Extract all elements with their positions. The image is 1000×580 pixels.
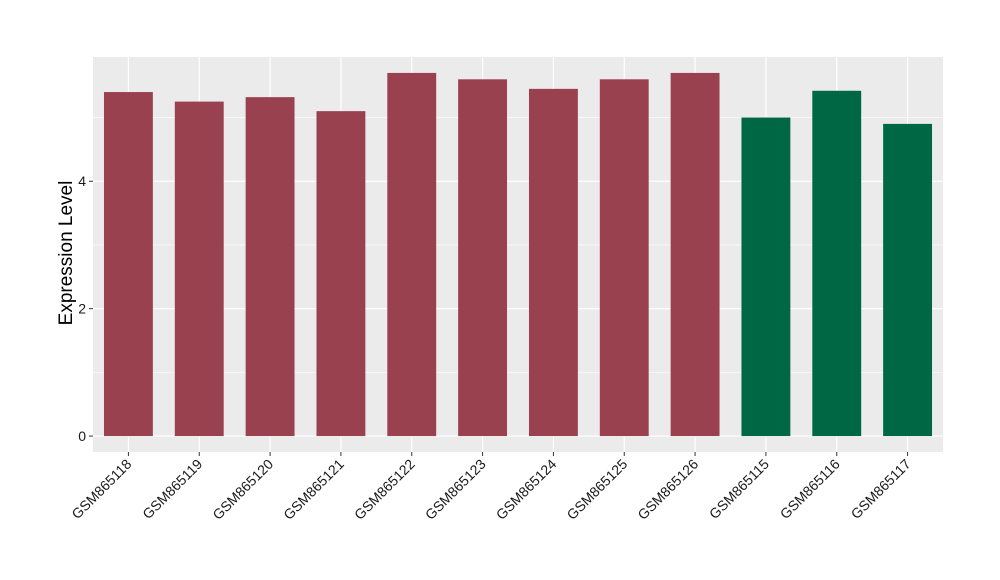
x-tick-label: GSM865120 [209,456,276,523]
y-axis-title: Expression Level [56,181,77,326]
bar-GSM865116 [812,90,862,437]
x-axis-ticks: GSM865118 GSM865119 GSM865120 GSM865121 GSM8… [68,452,914,523]
bar-GSM865117 [883,123,933,437]
bar-GSM865118 [103,92,153,437]
bar-GSM865123 [458,79,508,437]
y-tick-label: 2 [78,301,86,317]
y-tick-label: 4 [78,173,86,189]
bar-GSM865126 [670,72,720,437]
x-tick-label: GSM865123 [422,456,489,523]
x-tick-label: GSM865118 [68,456,134,522]
x-tick-label: GSM865122 [351,456,418,523]
x-tick-label: GSM865121 [280,456,347,523]
bar-GSM865119 [174,101,224,437]
x-tick-label: GSM865116 [777,456,843,522]
minor-gridlines [93,117,943,373]
plot-panel [93,57,943,452]
bar-GSM865122 [387,72,437,437]
x-tick-label: GSM865117 [848,456,914,522]
x-tick-label: GSM865119 [139,456,205,522]
x-tick-label: GSM865124 [493,456,560,523]
x-tick-label: GSM865126 [634,456,701,523]
bar-GSM865124 [528,88,578,437]
bars [103,72,933,437]
x-tick-label: GSM865115 [706,456,772,522]
bar-GSM865121 [316,111,366,437]
y-tick-label: 0 [78,428,86,444]
bar-GSM865125 [599,79,649,437]
bar-GSM865115 [741,117,791,437]
x-tick-label: GSM865125 [563,456,630,523]
y-axis-ticks: 0 2 4 [78,173,93,444]
bar-GSM865120 [245,97,295,437]
